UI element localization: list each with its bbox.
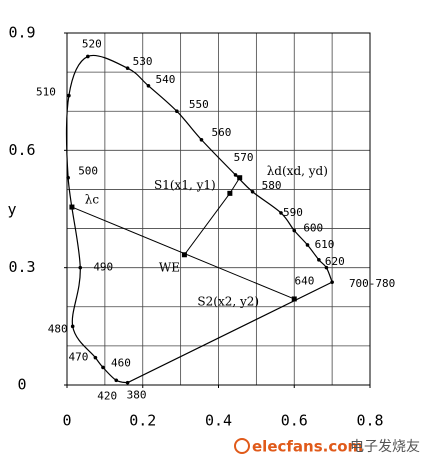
annotation-point: [237, 175, 243, 181]
wavelength-label: 380: [127, 389, 147, 402]
wavelength-label: 520: [82, 37, 102, 50]
locus-point: [324, 265, 329, 270]
wavelength-label: 480: [48, 322, 68, 335]
locus-point: [78, 265, 83, 270]
wavelength-label: 470: [68, 351, 88, 364]
y-tick-label: 0.3: [8, 258, 35, 276]
wavelength-label: 530: [133, 55, 153, 68]
wavelength-label: 600: [303, 222, 323, 235]
locus-point: [250, 189, 255, 194]
annotation-label: WE: [159, 260, 180, 274]
locus-point: [125, 66, 130, 70]
watermark-site: elecfans.com: [252, 438, 363, 456]
purple-line: [127, 281, 333, 384]
annotation-point: [69, 204, 75, 210]
watermark: elecfans.com 电子发烧友: [234, 438, 420, 456]
wavelength-label: 540: [155, 73, 175, 86]
annotation-label: S2(x2, y2): [197, 294, 259, 308]
y-axis-label: y: [7, 201, 16, 219]
wavelength-label: 460: [111, 356, 131, 369]
locus-point: [317, 258, 321, 262]
locus-point: [93, 355, 98, 360]
wavelength-label: 610: [315, 238, 335, 251]
x-tick-label: 0.8: [356, 412, 383, 430]
locus-point: [101, 365, 105, 370]
x-tick-label: 0.2: [129, 412, 156, 430]
wavelength-label: 570: [234, 151, 254, 164]
annotation-label: λc: [85, 193, 100, 207]
y-tick-label: 0: [17, 376, 26, 394]
locus-point: [292, 228, 297, 233]
watermark-name: 电子发烧友: [350, 439, 420, 455]
locus-point: [66, 175, 70, 180]
locus-point: [305, 243, 310, 247]
locus-point: [67, 93, 71, 98]
annotation-label: λd(xd, yd): [267, 164, 328, 178]
locus-point: [330, 280, 334, 284]
wavelength-label: 490: [93, 261, 113, 274]
locus-point: [279, 211, 283, 215]
wavelength-label: 700-780: [349, 277, 395, 290]
locus-point: [125, 380, 130, 385]
wavelength-label: 580: [262, 179, 282, 192]
locus-point: [146, 84, 151, 88]
x-tick-label: 0: [62, 412, 71, 430]
x-tick-label: 0.4: [205, 412, 232, 430]
wavelength-label: 510: [36, 86, 56, 99]
x-tick-label: 0.6: [281, 412, 308, 430]
locus-point: [86, 54, 90, 59]
wavelength-label: 590: [283, 206, 303, 219]
annotation-point: [291, 296, 297, 302]
locus-point: [114, 378, 119, 383]
spectral-locus: [65, 54, 333, 384]
locus-point: [70, 324, 75, 329]
locus-point: [233, 173, 238, 177]
y-tick-label: 0.6: [8, 141, 35, 159]
watermark-logo: [234, 438, 250, 454]
annotation-label: S1(x1, y1): [154, 178, 216, 192]
wavelength-label: 560: [212, 126, 232, 139]
locus-point: [175, 109, 179, 114]
wavelength-label: 550: [189, 98, 209, 111]
y-tick-label: 0.9: [8, 24, 35, 42]
wavelength-label: 620: [325, 255, 345, 268]
wavelength-label: 640: [295, 275, 315, 288]
annotation-point: [227, 190, 233, 196]
locus-point: [199, 137, 204, 142]
wavelength-label: 500: [78, 165, 98, 178]
annotation-point: [181, 252, 187, 258]
wavelength-label: 420: [97, 389, 117, 402]
